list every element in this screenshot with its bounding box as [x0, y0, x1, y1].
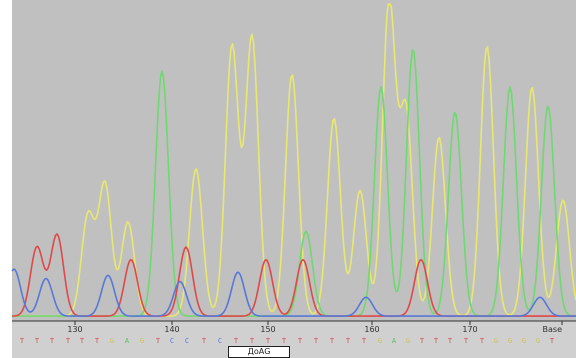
trace-line-0 [12, 3, 576, 317]
base-call-label: G [494, 337, 498, 345]
position-tick-group: 130 140 150 160 170 Base [67, 321, 563, 334]
base-call-label: T [234, 337, 239, 345]
base-call-label: A [125, 337, 130, 345]
base-call-label: T [95, 337, 100, 345]
base-call-label: T [420, 337, 425, 345]
base-call-label: C [185, 337, 189, 345]
base-call-label: C [170, 337, 174, 345]
position-tick-label: Base [543, 325, 563, 334]
trace-group [11, 3, 576, 317]
base-call-label: T [464, 337, 469, 345]
position-tick-label: 130 [67, 325, 82, 334]
base-call-label: T [282, 337, 287, 345]
position-tick-label: 150 [260, 325, 275, 334]
base-call-label: T [250, 337, 255, 345]
base-call-label: T [330, 337, 335, 345]
base-call-label: T [346, 337, 351, 345]
base-call-label: T [50, 337, 55, 345]
base-call-label: T [362, 337, 367, 345]
base-call-label: A [392, 337, 397, 345]
base-call-label: T [202, 337, 207, 345]
base-call-label: G [140, 337, 144, 345]
base-call-label: T [314, 337, 319, 345]
position-tick-label: 160 [364, 325, 379, 334]
base-call-label: G [508, 337, 512, 345]
cursor-position-box[interactable]: ДоАG [228, 346, 290, 358]
base-call-label: T [266, 337, 271, 345]
base-call-label: C [218, 337, 222, 345]
position-tick-label: 140 [164, 325, 179, 334]
base-call-label: T [156, 337, 161, 345]
base-call-label: T [550, 337, 555, 345]
base-call-label: G [110, 337, 114, 345]
base-call-label: G [406, 337, 410, 345]
base-call-label: T [298, 337, 303, 345]
base-call-label: T [35, 337, 40, 345]
position-tick-label: 170 [462, 325, 477, 334]
base-call-label: T [434, 337, 439, 345]
plot-background [12, 0, 576, 321]
base-call-label: T [66, 337, 71, 345]
base-call-label: T [20, 337, 25, 345]
base-call-label: G [522, 337, 526, 345]
base-call-label: G [378, 337, 382, 345]
base-strip [12, 321, 576, 358]
base-call-label: T [480, 337, 485, 345]
base-call-label: T [448, 337, 453, 345]
base-call-label: G [536, 337, 540, 345]
base-call-label: T [80, 337, 85, 345]
trace-line-3 [11, 268, 576, 317]
